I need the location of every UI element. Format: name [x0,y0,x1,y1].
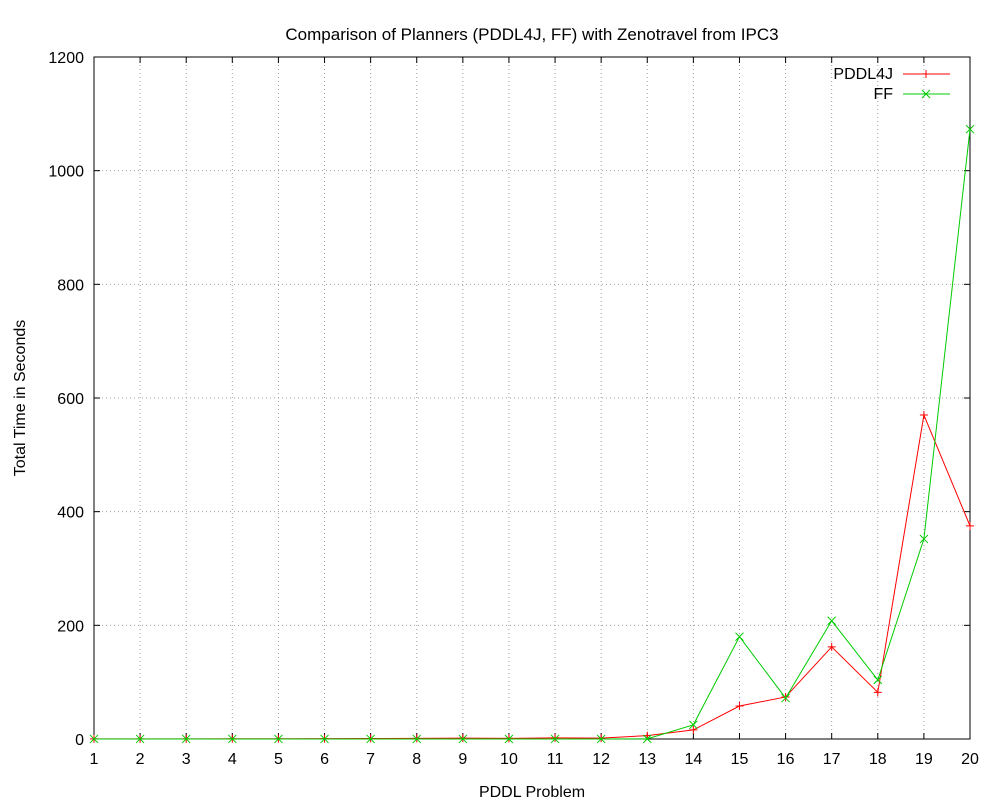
x-tick-label: 1 [90,751,99,768]
data-point-ff [827,616,837,626]
x-tick-label: 12 [592,751,610,768]
series-line-pddl4j [94,413,971,740]
x-tick-label: 17 [823,751,841,768]
legend-marker-ff [921,89,931,99]
data-point-pddl4j [827,642,836,651]
y-tick-label: 600 [57,391,84,408]
data-point-ff [596,734,606,744]
data-point-ff [366,734,375,744]
data-point-ff [873,675,883,685]
x-tick-label: 10 [500,751,518,768]
data-point-ff [550,734,560,744]
legend-label-ff: FF [873,86,893,103]
chart-title: Comparison of Planners (PDDL4J, FF) with… [285,25,778,44]
data-point-ff [412,734,422,744]
series-line-ff [94,129,971,740]
x-tick-label: 9 [458,751,467,768]
data-point-ff [504,734,514,744]
data-point-ff [181,734,191,744]
x-tick-label: 7 [366,751,375,768]
data-point-pddl4j [551,733,560,742]
data-point-pddl4j [966,521,974,530]
x-tick-label: 8 [412,751,421,768]
x-tick-label: 4 [228,751,237,768]
series [89,124,975,744]
x-tick-label: 11 [547,751,564,768]
x-tick-label: 13 [638,751,656,768]
data-point-pddl4j [735,702,744,711]
data-point-pddl4j [597,734,606,743]
y-tick-label: 1000 [48,164,84,181]
data-point-ff [135,734,145,744]
data-point-pddl4j [873,688,882,697]
ticks: 1 2 3 4 5 6 7 8 9 10 11 12 13 14 15 16 17 18 19 20020040060… [48,50,979,768]
x-tick-label: 14 [684,751,702,768]
y-tick-label: 800 [57,277,84,294]
data-point-pddl4j [458,734,467,743]
y-tick-label: 200 [57,618,84,635]
data-point-pddl4j [781,692,790,701]
x-tick-label: 20 [961,751,979,768]
x-tick-label: 3 [182,751,191,768]
y-axis-title: Total Time in Seconds [12,320,29,477]
x-tick-label: 19 [915,751,933,768]
data-point-pddl4j [919,411,928,420]
data-point-ff [642,734,652,744]
data-point-ff [919,534,929,544]
data-point-pddl4j [689,725,698,734]
y-tick-label: 0 [75,732,84,749]
x-tick-label: 18 [869,751,887,768]
data-point-ff [274,734,283,744]
grid [94,57,970,739]
series-ff [89,124,975,744]
data-point-ff [689,720,698,730]
x-tick-label: 2 [136,751,145,768]
y-tick-label: 400 [57,505,84,522]
data-point-ff [320,734,329,744]
x-tick-label: 15 [731,751,749,768]
y-tick-label: 1200 [48,50,84,67]
x-axis-title: PDDL Problem [479,784,585,800]
data-point-ff [227,734,237,744]
x-tick-label: 6 [320,751,329,768]
legend-label-pddl4j: PDDL4J [833,66,893,83]
series-pddl4j [90,411,974,743]
data-point-ff [89,734,99,744]
data-point-ff [458,734,468,744]
data-point-ff [735,632,744,642]
x-tick-label: 5 [274,751,283,768]
data-point-ff [781,693,790,703]
legend-marker-pddl4j [922,70,930,78]
data-point-ff [965,124,975,134]
x-tick-label: 16 [777,751,795,768]
legend: PDDL4J FF [833,66,950,103]
